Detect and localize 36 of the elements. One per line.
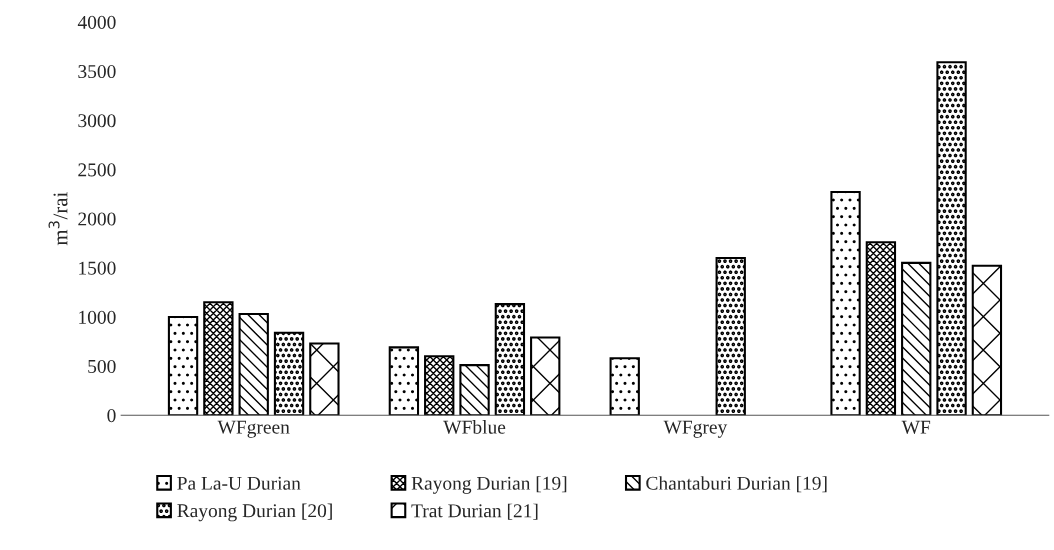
y-tick-label: 1000 <box>79 310 116 324</box>
legend-label: Rayong Durian [20] <box>177 503 332 522</box>
bar <box>459 364 490 416</box>
bar <box>167 315 199 416</box>
x-tick-label: WFgrey <box>663 420 728 438</box>
bar <box>203 301 234 416</box>
bar <box>936 61 967 416</box>
y-tick-label: 3500 <box>78 64 116 79</box>
bar <box>715 256 746 416</box>
bar <box>424 355 455 416</box>
y-tick-label: 3000 <box>78 114 116 128</box>
legend-label: Rayong Durian [19] <box>411 476 567 494</box>
y-tick-label: 0 <box>107 409 116 423</box>
y-tick-label: 4000 <box>77 15 116 29</box>
legend-label: Trat Durian [21] <box>411 503 538 520</box>
legend-label: Chantaburi Durian [19] <box>646 476 827 493</box>
bar <box>865 241 897 416</box>
bar <box>494 303 526 416</box>
bar <box>309 342 340 416</box>
legend-label: Pa La-U Durian <box>177 476 301 490</box>
bar <box>238 312 269 416</box>
bar <box>273 331 305 416</box>
bar <box>830 191 861 416</box>
bar <box>530 336 561 416</box>
x-tick-label: WF <box>901 420 931 434</box>
y-axis-title: m$^{3}$/rai <box>48 192 68 246</box>
x-tick-label: WFblue <box>443 420 506 434</box>
bar <box>609 357 640 416</box>
y-tick-label: 1500 <box>79 261 116 275</box>
bar <box>388 346 420 416</box>
y-tick-label: 500 <box>88 359 116 374</box>
x-tick-label: WFgreen <box>217 420 290 438</box>
bar <box>971 264 1003 416</box>
bar <box>901 261 932 416</box>
y-tick-label: 2000 <box>78 212 116 226</box>
y-tick-label: 2500 <box>78 163 116 177</box>
